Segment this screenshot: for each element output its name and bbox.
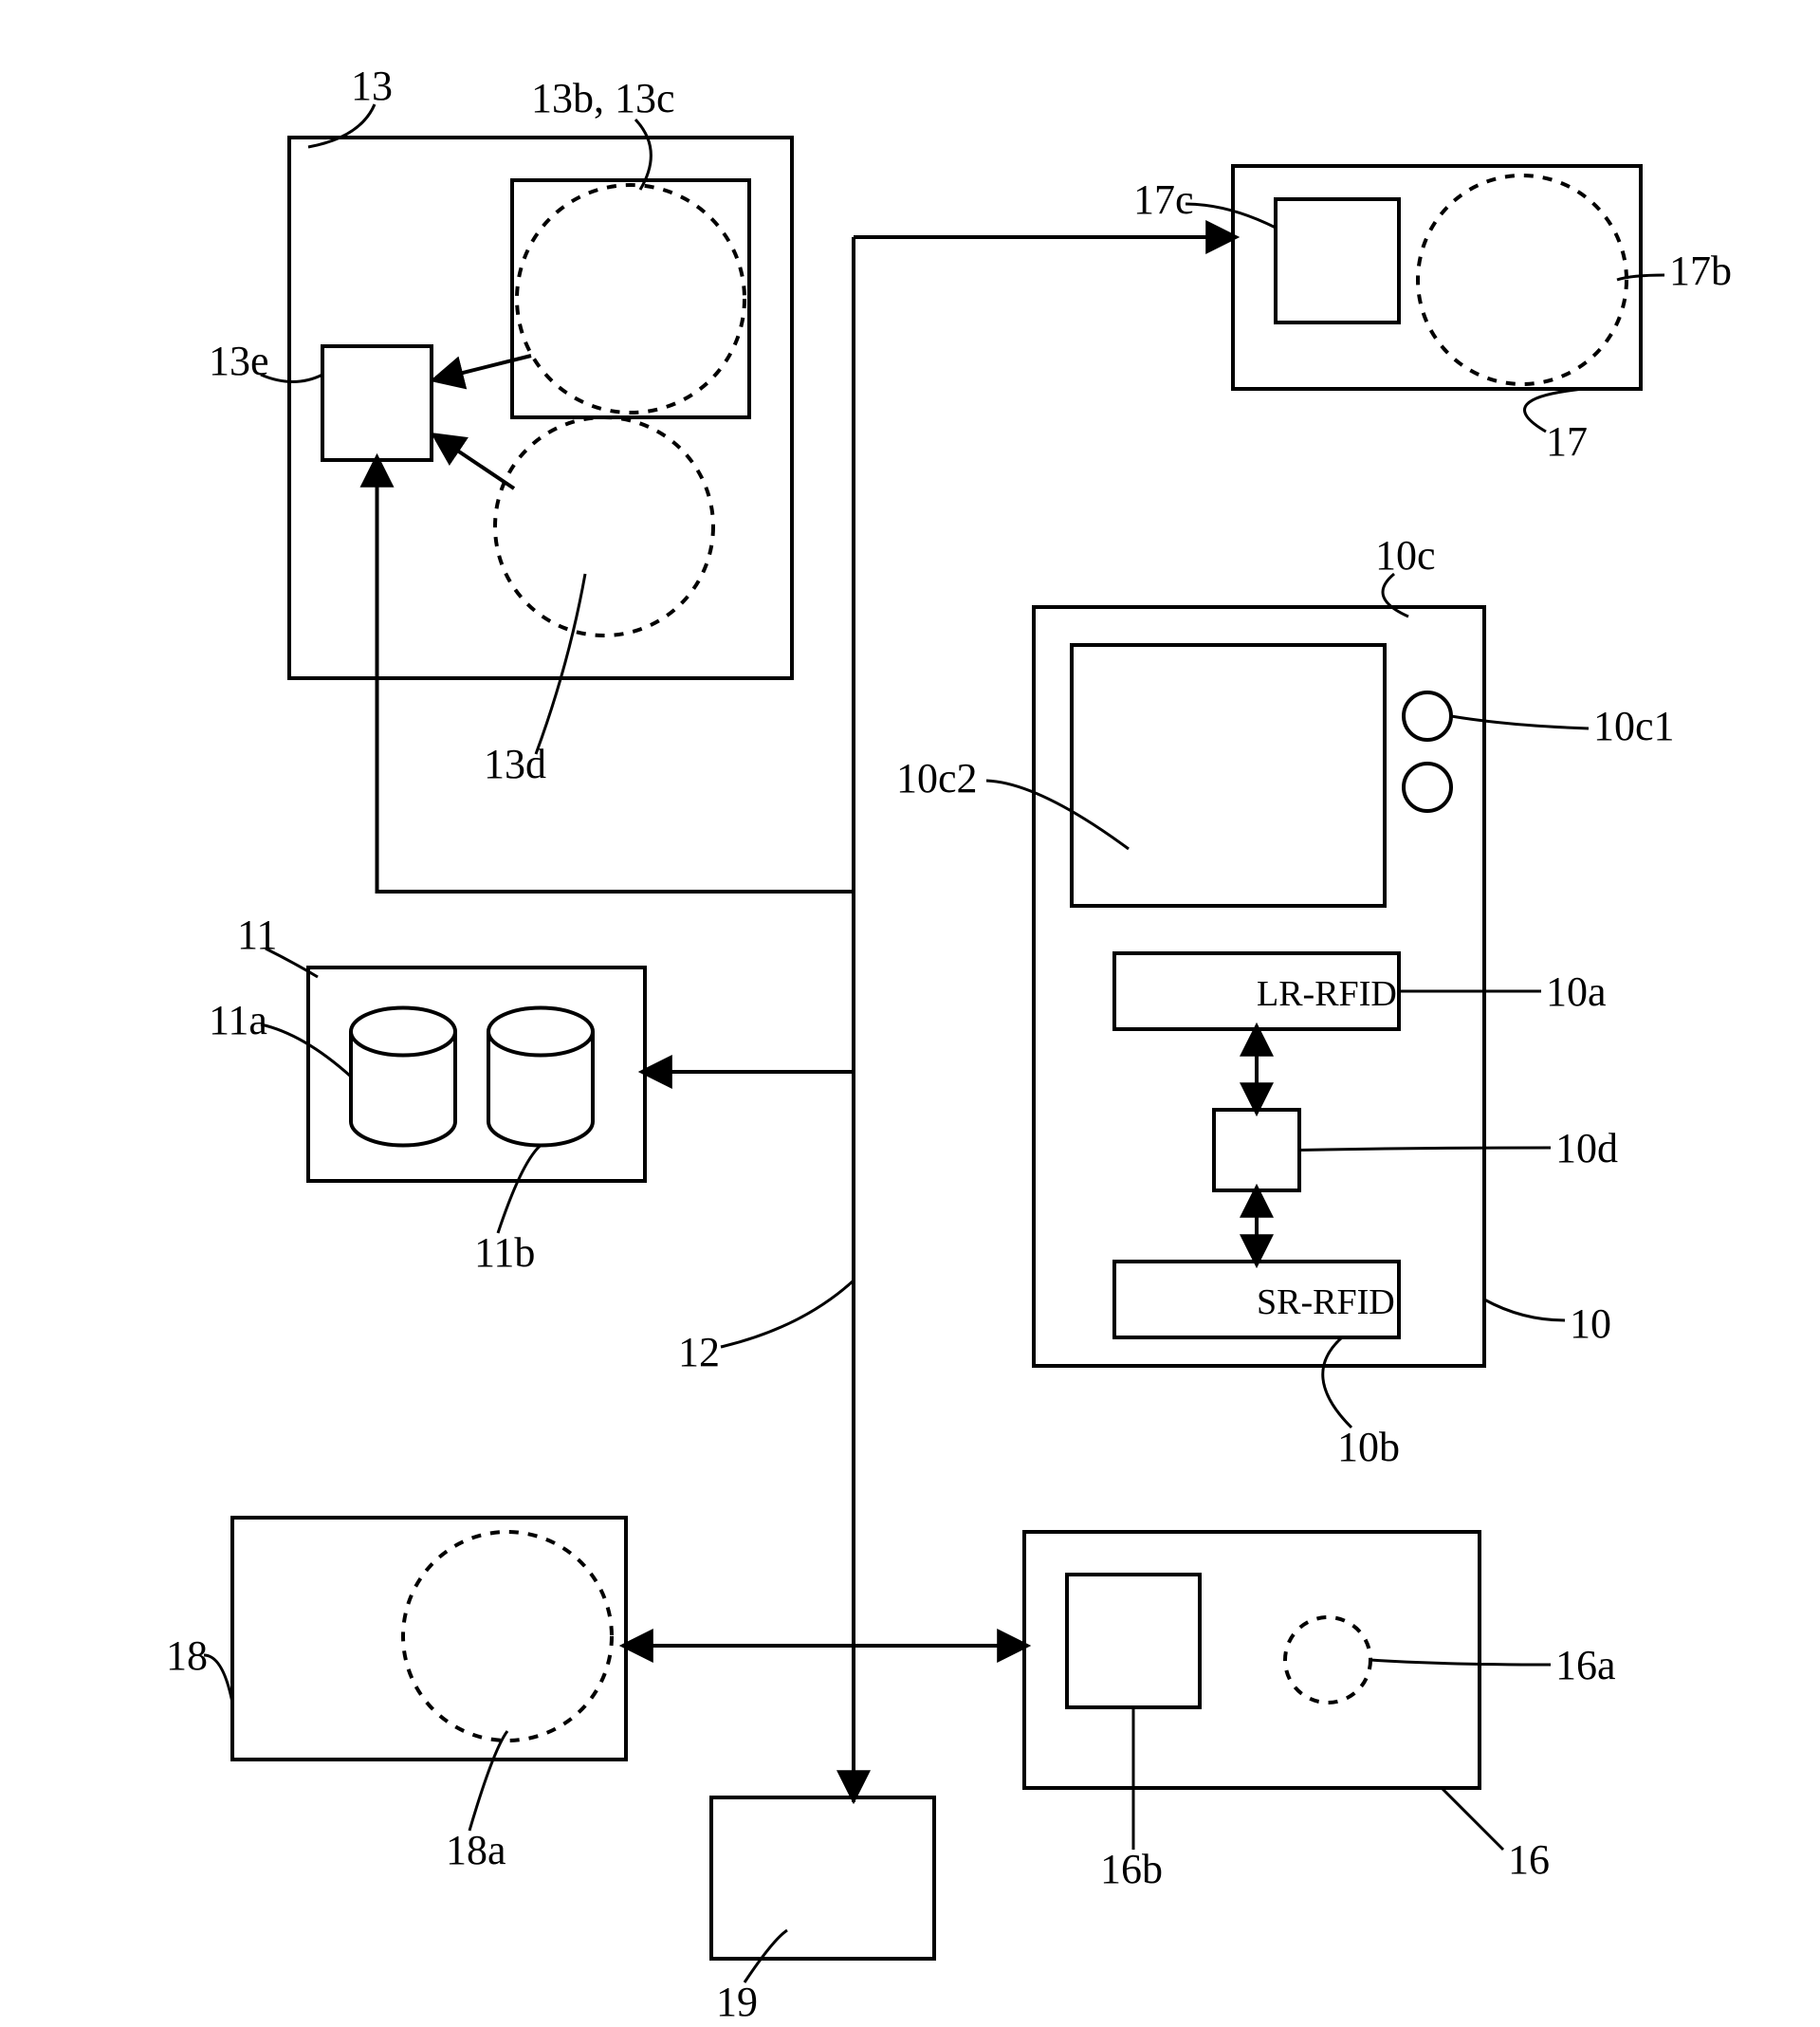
dot-10c1 <box>1404 692 1451 740</box>
leader-10c <box>1383 574 1408 617</box>
leader-10 <box>1484 1299 1565 1320</box>
label-L11a: 11a <box>209 997 267 1043</box>
label-L19: 19 <box>716 1979 758 2025</box>
label-L10c: 10c <box>1375 532 1436 579</box>
leader-19 <box>745 1930 787 1982</box>
leader-10d <box>1299 1148 1551 1151</box>
block-10d <box>1214 1110 1299 1190</box>
block-10-screen <box>1072 645 1385 906</box>
leader-16a <box>1370 1660 1551 1665</box>
dot-10c2 <box>1404 764 1451 811</box>
block-13e <box>322 346 432 460</box>
leader-13d <box>536 574 585 754</box>
leader-10c2 <box>986 781 1129 849</box>
label-L11b: 11b <box>474 1229 535 1276</box>
label-L13bc: 13b, 13c <box>531 75 675 121</box>
label-L16b: 16b <box>1100 1846 1163 1892</box>
label-L10: 10 <box>1570 1300 1611 1347</box>
leader-18a <box>469 1731 507 1831</box>
leader-12 <box>721 1281 854 1347</box>
leader-11a <box>261 1024 351 1077</box>
label-L12: 12 <box>678 1329 720 1375</box>
block-13bc-circle <box>517 185 745 413</box>
label-L10a: 10a <box>1546 968 1607 1015</box>
label-L17c: 17c <box>1133 176 1194 223</box>
bus-to-13e <box>377 460 855 892</box>
block-13bc-square <box>512 180 749 417</box>
label-L18a: 18a <box>446 1827 506 1873</box>
label-L17: 17 <box>1546 418 1588 465</box>
label-L18: 18 <box>166 1632 208 1679</box>
leader-17c <box>1186 204 1276 228</box>
label-L16a: 16a <box>1555 1642 1616 1688</box>
cyl-11a <box>351 1008 455 1146</box>
arrow-13d-to-13e <box>436 436 514 488</box>
label-L10d: 10d <box>1555 1125 1618 1171</box>
block-13 <box>289 138 792 678</box>
leader-18 <box>204 1655 232 1703</box>
leader-10b <box>1323 1337 1351 1428</box>
label-SR: SR-RFID <box>1257 1282 1395 1322</box>
label-L10c2: 10c2 <box>896 755 978 802</box>
block-16 <box>1024 1532 1480 1788</box>
block-17b-circle <box>1418 175 1627 384</box>
leader-11b <box>498 1146 541 1234</box>
block-16b <box>1067 1575 1200 1707</box>
leader-13 <box>308 104 375 147</box>
label-LR: LR-RFID <box>1257 974 1397 1014</box>
diagram-canvas: 13 13b, 13c 13e 13d 17c 17b 17 10c 10c1 10c2 10a 10… <box>0 0 1820 2027</box>
block-13d-circle <box>495 417 713 636</box>
label-L10b: 10b <box>1337 1424 1400 1470</box>
leader-13e <box>261 375 322 382</box>
block-18a-circle <box>403 1532 612 1741</box>
label-L17b: 17b <box>1669 248 1732 294</box>
label-L16: 16 <box>1508 1836 1550 1883</box>
leader-16 <box>1442 1788 1503 1850</box>
block-17c <box>1276 199 1399 322</box>
leader-10c1 <box>1451 716 1589 728</box>
label-L13: 13 <box>351 63 393 109</box>
arrow-13bc-to-13e <box>436 356 531 379</box>
label-L13e: 13e <box>209 338 269 384</box>
cyl-11b <box>488 1008 593 1146</box>
label-L11: 11 <box>237 912 277 958</box>
label-L13d: 13d <box>484 741 546 787</box>
block-19 <box>711 1797 934 1959</box>
label-L10c1: 10c1 <box>1593 703 1675 749</box>
block-16a-circle <box>1285 1617 1370 1703</box>
